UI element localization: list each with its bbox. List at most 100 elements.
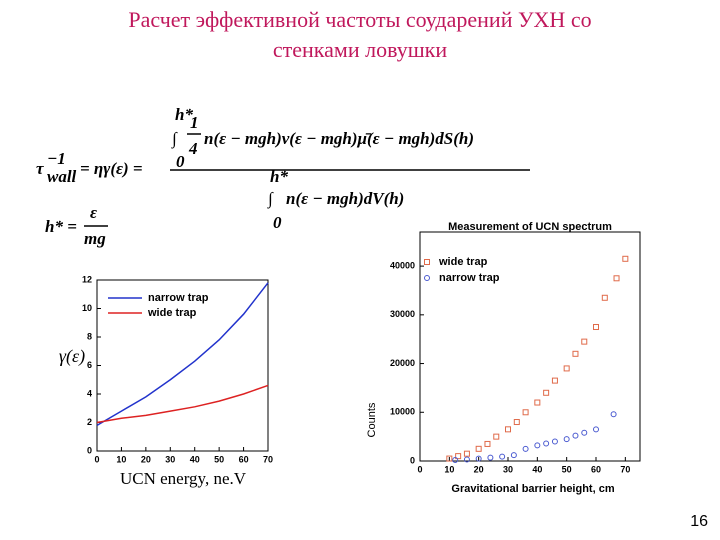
x-axis-label: Gravitational barrier height, cm — [451, 483, 614, 495]
legend-label: wide trap — [147, 307, 197, 319]
point — [593, 426, 599, 433]
y-tick-label: 40000 — [390, 260, 415, 270]
point — [510, 452, 517, 459]
lhs-sub: wall — [47, 167, 77, 186]
denominator: n(ε − mgh)dV(h) — [286, 189, 404, 208]
point — [493, 433, 500, 440]
x-axis-label: UCN energy, ne.V — [120, 469, 247, 488]
integral: ∫ — [171, 129, 178, 149]
y-axis-label: γ(ε) — [59, 346, 85, 367]
integral: ∫ — [267, 189, 274, 209]
point — [522, 445, 529, 452]
y-axis-label: Counts — [366, 402, 378, 437]
lhs: h* = — [45, 217, 77, 236]
x-tick-label: 40 — [190, 454, 200, 464]
y-tick-label: 2 — [87, 417, 92, 427]
point — [463, 456, 470, 463]
point — [513, 419, 520, 426]
page-number: 16 — [690, 513, 708, 530]
numerator: n(ε − mgh)v(ε − mgh)μ̄(ε − mgh)dS(h) — [204, 129, 474, 148]
x-tick-label: 60 — [239, 454, 249, 464]
upper-limit: h* — [175, 105, 193, 124]
y-tick-label: 0 — [410, 455, 415, 465]
point — [543, 440, 550, 447]
point — [452, 457, 459, 464]
point — [463, 450, 470, 457]
x-tick-label: 30 — [503, 464, 513, 474]
formula-h: h* = ε mg — [45, 203, 108, 248]
lower-limit: 0 — [273, 213, 282, 232]
y-tick-label: 4 — [87, 388, 92, 398]
point — [499, 453, 506, 460]
point — [534, 399, 541, 406]
point — [572, 350, 579, 357]
x-tick-label: 60 — [591, 464, 601, 474]
legend-label: narrow trap — [439, 272, 500, 284]
legend-label: narrow trap — [148, 292, 209, 304]
num: ε — [90, 203, 97, 222]
point — [487, 454, 494, 461]
formula-tau: h* ∫ 0 1 4 n(ε − mgh)v(ε − mgh)μ̄(ε − mg… — [36, 105, 530, 232]
point — [593, 324, 599, 331]
point — [522, 409, 529, 416]
lower-limit: 0 — [176, 152, 185, 171]
point — [572, 432, 579, 439]
y-tick-label: 8 — [87, 331, 92, 341]
point — [475, 455, 482, 462]
x-tick-label: 50 — [214, 454, 224, 464]
frac-num: 1 — [190, 113, 199, 132]
x-tick-label: 70 — [263, 454, 273, 464]
point — [581, 429, 588, 436]
x-tick-label: 20 — [474, 464, 484, 474]
point — [563, 365, 570, 372]
y-tick-label: 12 — [82, 274, 92, 284]
plot-frame — [419, 231, 641, 462]
point — [446, 455, 453, 462]
den: mg — [84, 229, 106, 248]
line — [96, 282, 269, 426]
legend-swatch — [424, 275, 430, 281]
point — [551, 438, 558, 445]
x-tick-label: 40 — [532, 464, 542, 474]
chart-title: Measurement of UCN spectrum — [448, 221, 612, 233]
y-tick-label: 30000 — [390, 309, 415, 319]
point — [613, 275, 620, 282]
point — [610, 411, 617, 418]
y-tick-label: 10000 — [390, 407, 415, 417]
x-tick-label: 0 — [417, 464, 422, 474]
x-tick-label: 30 — [165, 454, 175, 464]
y-tick-label: 0 — [87, 445, 92, 455]
point — [505, 426, 511, 433]
point — [622, 255, 629, 262]
point — [475, 445, 482, 452]
x-tick-label: 50 — [562, 464, 572, 474]
plot-frame — [96, 279, 269, 452]
x-tick-label: 10 — [116, 454, 126, 464]
y-tick-label: 6 — [87, 360, 92, 370]
title-line: стенками ловушки — [273, 37, 447, 62]
point — [484, 440, 491, 447]
point — [534, 442, 541, 449]
lhs: τ — [36, 159, 44, 178]
title-line: Расчет эффективной частоты соударений УХ… — [128, 7, 591, 32]
point — [455, 453, 462, 460]
y-tick-label: 20000 — [390, 358, 415, 368]
x-tick-label: 0 — [94, 454, 99, 464]
x-tick-label: 70 — [620, 464, 630, 474]
point — [543, 389, 550, 396]
point — [581, 338, 588, 345]
frac-den: 4 — [188, 139, 198, 158]
point — [563, 436, 570, 443]
x-tick-label: 20 — [141, 454, 151, 464]
line — [96, 384, 269, 424]
upper-limit: h* — [270, 167, 288, 186]
lhs-sup: −1 — [47, 149, 66, 168]
x-tick-label: 10 — [444, 464, 454, 474]
y-tick-label: 10 — [82, 303, 92, 313]
point — [601, 294, 608, 301]
equals: = ηγ(ε) = — [80, 159, 143, 178]
legend-label: wide trap — [438, 256, 488, 268]
point — [551, 377, 558, 384]
legend-swatch — [424, 259, 430, 265]
